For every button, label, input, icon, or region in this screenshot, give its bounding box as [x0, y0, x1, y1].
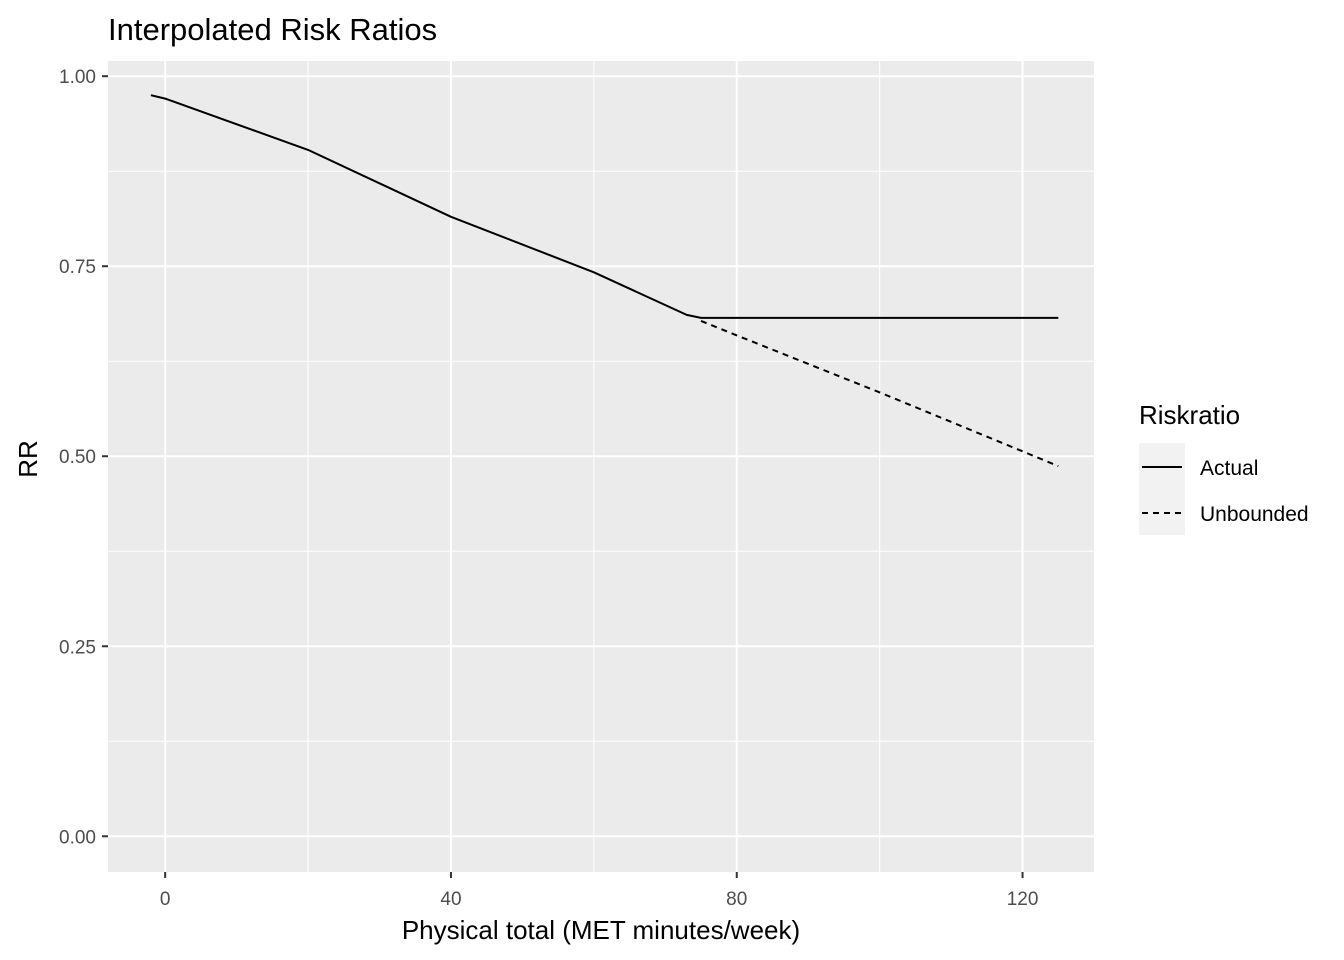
x-tick-label: 0 [160, 889, 171, 910]
y-tick-label: 1.00 [59, 67, 96, 88]
series-line-unbounded [700, 319, 1059, 468]
series-line-actual [150, 94, 1059, 319]
y-tick-label: 0.25 [59, 637, 96, 658]
major-gridlines [108, 61, 1094, 872]
legend-key-background [1139, 443, 1185, 535]
x-axis-title: Physical total (MET minutes/week) [402, 915, 800, 945]
legend-label-unbounded: Unbounded [1200, 503, 1309, 526]
chart-title: Interpolated Risk Ratios [108, 12, 437, 47]
y-axis-title: RR [13, 440, 43, 478]
x-tick-label: 120 [1007, 889, 1039, 910]
y-axis: 0.00 0.25 0.50 0.75 1.00 [59, 67, 108, 848]
y-tick-label: 0.50 [59, 447, 96, 468]
x-tick-label: 80 [726, 889, 747, 910]
y-tick-label: 0.75 [59, 257, 96, 278]
x-tick-label: 40 [440, 889, 461, 910]
x-axis: 0 40 80 120 [160, 872, 1039, 910]
minor-gridlines [108, 61, 1094, 872]
legend-title: Riskratio [1139, 400, 1240, 430]
legend: Riskratio Actual Unbounded [1139, 400, 1309, 535]
series-lines [150, 94, 1059, 468]
plot-panel [108, 61, 1094, 872]
legend-label-actual: Actual [1200, 457, 1258, 480]
y-tick-label: 0.00 [59, 827, 96, 848]
